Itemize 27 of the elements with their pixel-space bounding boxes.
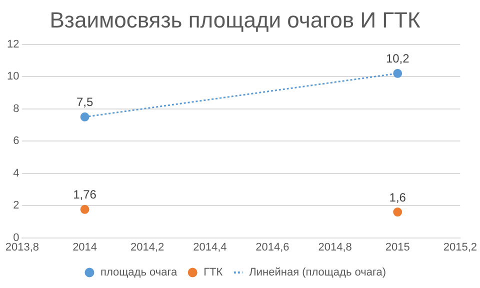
- point: [393, 208, 402, 217]
- y-tick-label: 8: [13, 102, 20, 115]
- y-tick-label: 4: [13, 167, 20, 180]
- x-tick-label: 2014,2: [130, 241, 164, 254]
- y-tick-label: 10: [6, 70, 20, 83]
- data-label: 1,6: [389, 190, 406, 204]
- legend-label: ГТК: [204, 266, 224, 279]
- legend-label: площадь очага: [100, 266, 178, 279]
- point: [80, 204, 90, 214]
- data-label: 10,2: [386, 52, 410, 66]
- point: [80, 112, 90, 122]
- point: [393, 68, 402, 78]
- y-tick-label: 12: [6, 38, 20, 50]
- legend-label: Линейная (площадь очага): [249, 266, 386, 279]
- data-label: 1,76: [73, 188, 97, 202]
- data-label: 7,5: [76, 95, 94, 110]
- y-tick-label: 2: [13, 200, 20, 212]
- x-tick-label: 2015: [385, 241, 410, 254]
- x-tick-label: 2014,4: [193, 241, 227, 254]
- y-tick-label: 6: [13, 135, 20, 148]
- x-tick-label: 2013,8: [5, 241, 40, 254]
- chart-title: Взаимосвязь площади очагов И ГТК: [50, 7, 420, 32]
- x-tick-label: 2014: [72, 241, 98, 254]
- x-tick-label: 2014,8: [318, 241, 352, 254]
- y-tick-label: 0: [13, 232, 20, 244]
- x-tick-label: 2015,2: [443, 241, 478, 254]
- x-tick-label: 2014,6: [256, 241, 290, 254]
